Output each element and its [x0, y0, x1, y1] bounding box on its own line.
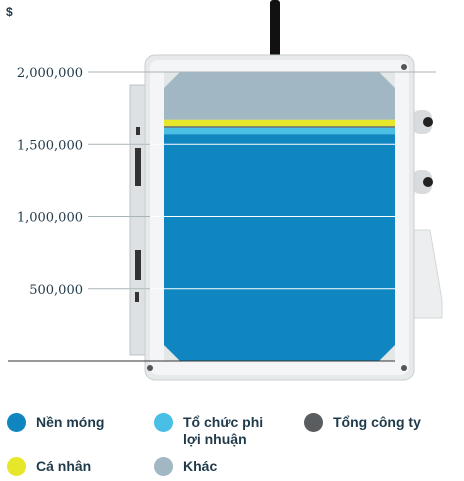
y-tick-label: 1,500,000: [17, 138, 83, 153]
legend-swatch: [154, 413, 173, 432]
legend-label: Cá nhân: [36, 458, 91, 475]
legend-label-line: Tổng công ty: [333, 414, 421, 430]
y-tick-label: 1,000,000: [17, 211, 83, 226]
bar-segment-3: [164, 119, 395, 127]
legend-item: Khác: [154, 457, 217, 476]
legend-label: Tổ chức phi lợi nhuận: [183, 414, 263, 448]
enclosure-window-corners: [164, 72, 395, 361]
legend-swatch: [7, 413, 26, 432]
legend-item: Nền móng: [7, 413, 104, 432]
corner-bevel-1: [379, 72, 395, 88]
stacked-bar: [164, 72, 395, 361]
legend-label: Nền móng: [36, 414, 104, 431]
corner-bevel-2: [164, 345, 180, 361]
legend-label-line: Nền móng: [36, 414, 105, 430]
legend-swatch: [304, 413, 323, 432]
y-tick-label: 2,000,000: [17, 66, 83, 81]
corner-bevel-0: [164, 72, 180, 88]
legend-label-line: Cá nhân: [36, 458, 92, 474]
legend-label: Khác: [183, 458, 217, 475]
legend-label: Tổng công ty: [333, 414, 421, 431]
legend-swatch: [7, 457, 26, 476]
bar-segment-1: [164, 127, 395, 135]
bar-segment-4: [164, 72, 395, 120]
legend-label-line: Tổ chức phi: [183, 414, 264, 430]
bar-segment-2: [164, 126, 395, 128]
legend-swatch: [154, 457, 173, 476]
y-axis-tick-labels: 2,000,000 1,500,000 1,000,000 500,000: [17, 66, 83, 298]
legend-label-line: lợi nhuận: [183, 431, 247, 447]
legend-label-line: Khác: [183, 458, 218, 474]
legend-item: Cá nhân: [7, 457, 91, 476]
gridlines: [88, 71, 436, 290]
bar-segment-0: [164, 134, 395, 361]
y-axis-unit-label: $: [6, 5, 13, 19]
corner-bevel-3: [379, 345, 395, 361]
y-tick-label: 500,000: [29, 283, 83, 298]
legend-item: Tổng công ty: [304, 413, 421, 432]
legend-item: Tổ chức phi lợi nhuận: [154, 413, 263, 448]
